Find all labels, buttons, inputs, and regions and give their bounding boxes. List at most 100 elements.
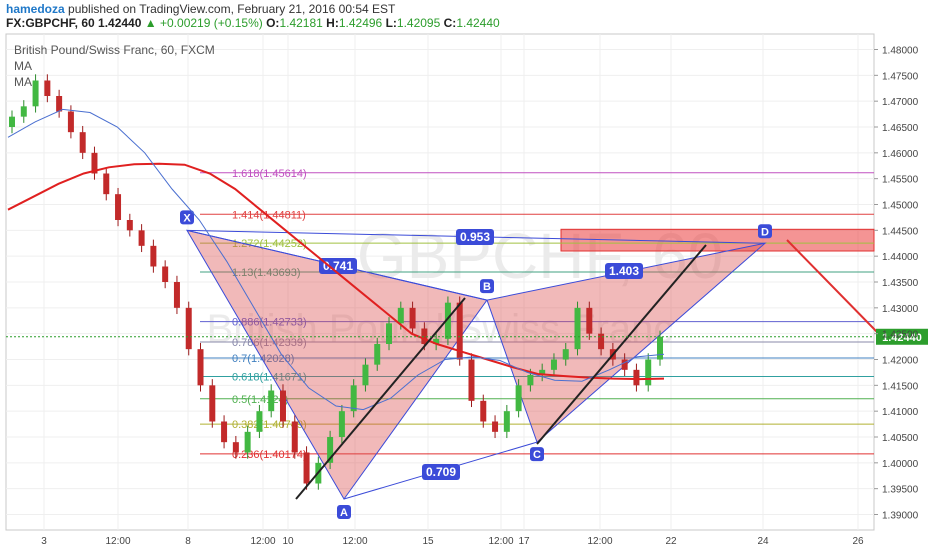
y-tick-label: 1.45000 [882, 201, 919, 212]
ratio-badge-bg [422, 464, 460, 480]
symbol-label: FX:GBPCHF, 60 [6, 16, 95, 30]
candle-body [126, 220, 133, 231]
up-arrow-icon: ▲ [144, 16, 157, 30]
candle-body [9, 116, 15, 127]
x-tick-label: 12:00 [250, 536, 275, 547]
trendline-left [295, 297, 466, 500]
target-zone-rect [560, 228, 875, 252]
pattern-point-b: B [480, 279, 494, 294]
candle-body [279, 390, 286, 422]
candle-body [527, 375, 534, 386]
price-axis[interactable]: 1.48000 1.47500 1.47000 1.46500 1.46000 1.455… [874, 46, 919, 522]
pattern-point-label: D [761, 226, 769, 238]
y-tick-label: 1.46500 [882, 123, 919, 134]
candle-body [598, 333, 605, 350]
fib-level-label: 0.236(1.40174) [232, 449, 307, 461]
fib-level-label: 0.5(1.4124) [232, 394, 288, 406]
candle-body [645, 359, 652, 386]
legend-ma-1: MA [14, 59, 32, 73]
x-tick-label: 12:00 [488, 536, 513, 547]
candle-body [79, 132, 86, 153]
candle-body [303, 452, 310, 484]
legend-ma-2: MA [14, 75, 32, 89]
candle-body [550, 359, 557, 370]
candle-body [150, 245, 157, 267]
x-tick-label: 24 [757, 536, 769, 547]
candle-body [327, 437, 334, 463]
fib-level-label: 0.618(1.41671) [232, 371, 307, 383]
time-axis[interactable]: 3 12:00 8 12:00 10 12:00 15 12:00 17 12:00 22 24 26 [41, 536, 864, 547]
x-tick-label: 3 [41, 536, 47, 547]
y-tick-label: 1.40000 [882, 459, 919, 470]
candle-body [574, 307, 581, 350]
trendline-right [536, 244, 707, 445]
ratio-badge-bg [319, 258, 357, 274]
x-tick-label: 15 [422, 536, 434, 547]
pattern-point-badge [530, 447, 544, 462]
candle-body [492, 421, 499, 432]
open-value: 1.42181 [279, 16, 323, 30]
quote-line: FX:GBPCHF, 60 1.42440 ▲ +0.00219 (+0.15%… [6, 16, 500, 30]
candle-body [138, 230, 145, 246]
close-value: 1.42440 [456, 16, 500, 30]
ratio-label: 0.741 [323, 259, 353, 273]
x-tick-label: 12:00 [105, 536, 130, 547]
x-tick-label: 10 [282, 536, 294, 547]
x-tick-label: 8 [185, 536, 191, 547]
candle-body [91, 152, 98, 174]
y-tick-label: 1.47500 [882, 71, 919, 82]
harmonic-pattern[interactable]: X A B C D 0.741 0.709 1.403 0.953 [180, 210, 772, 519]
y-tick-label: 1.45500 [882, 175, 919, 186]
annotations: 1.42440 [6, 239, 928, 500]
candle-body [539, 369, 546, 375]
fib-level-label: 1.414(1.44811) [232, 209, 306, 221]
candle-body [173, 282, 180, 308]
candle-body [562, 349, 569, 360]
candle-body [621, 359, 628, 370]
fib-level-label: 0.382(1.40749) [232, 419, 307, 431]
open-label: O: [266, 16, 280, 30]
fib-level-label: 1.13(1.43693) [232, 267, 301, 279]
ma-blue-line [7, 108, 665, 411]
last-price-label: 1.42440 [882, 332, 922, 344]
moving-averages [7, 108, 665, 411]
pattern-point-d: D [758, 224, 772, 239]
y-tick-label: 1.43000 [882, 304, 919, 315]
candle-body [268, 390, 275, 412]
candle-body [44, 80, 51, 96]
candle-body [374, 344, 381, 365]
pattern-point-label: C [533, 449, 541, 461]
ratio-label: 1.403 [609, 264, 639, 278]
pattern-point-label: A [340, 507, 348, 519]
author-link[interactable]: hamedoza [6, 2, 65, 16]
fib-level-label: 1.272(1.44252) [232, 238, 307, 250]
y-tick-label: 1.48000 [882, 46, 919, 57]
x-tick-label: 12:00 [342, 536, 367, 547]
candle-body [197, 349, 204, 386]
fib-level-label: 0.7(1.42028) [232, 353, 294, 365]
candle-body [185, 307, 192, 350]
x-tick-label: 22 [665, 536, 677, 547]
last-price: 1.42440 [98, 16, 142, 30]
grid [6, 34, 874, 530]
ratio-badge-bg [456, 229, 494, 245]
candle-body [56, 96, 63, 112]
pattern-point-badge [758, 224, 772, 239]
ma-red-line [7, 162, 665, 381]
publish-line: hamedoza published on TradingView.com, F… [6, 2, 395, 16]
pattern-point-c: C [530, 447, 544, 462]
candle-body [456, 302, 463, 360]
candle-body [162, 266, 169, 282]
candle-body [386, 323, 393, 344]
y-tick-label: 1.44000 [882, 252, 919, 263]
y-tick-label: 1.42500 [882, 330, 919, 341]
y-tick-label: 1.44500 [882, 226, 919, 237]
chart-header: hamedoza published on TradingView.com, F… [0, 0, 932, 30]
ratio-label: 0.709 [426, 465, 456, 479]
x-tick-label: 12:00 [587, 536, 612, 547]
close-label: C: [443, 16, 457, 30]
candle-body [115, 194, 122, 220]
fib-level-label: 0.886(1.42733) [232, 317, 307, 329]
candle-body [409, 307, 416, 329]
